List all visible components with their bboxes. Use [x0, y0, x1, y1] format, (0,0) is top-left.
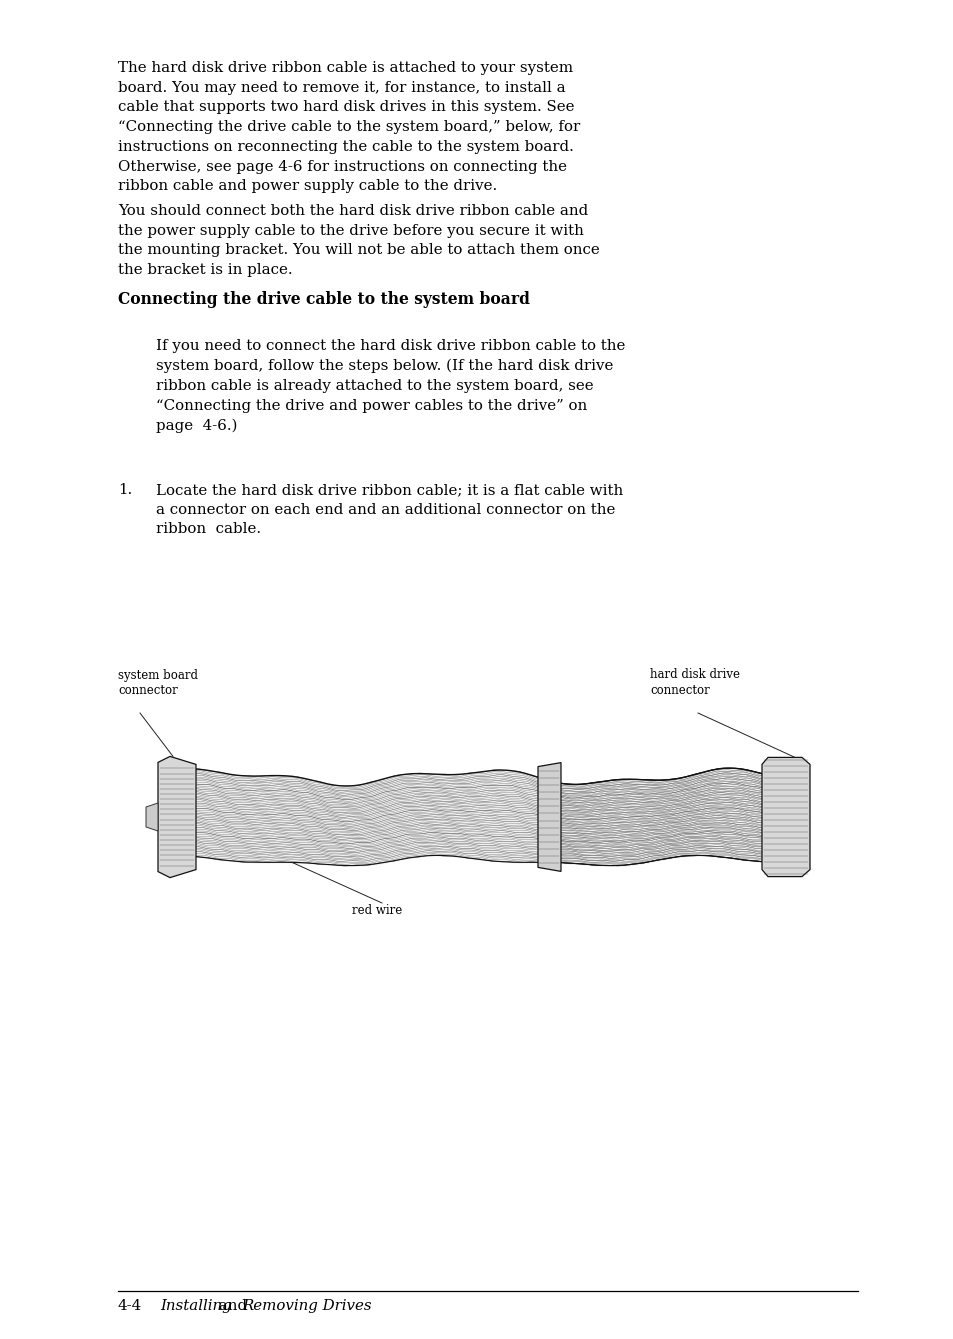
- Text: Locate the hard disk drive ribbon cable; it is a flat cable with
a connector on : Locate the hard disk drive ribbon cable;…: [156, 483, 622, 537]
- Text: Connecting the drive cable to the system board: Connecting the drive cable to the system…: [118, 291, 530, 308]
- Polygon shape: [761, 758, 809, 877]
- Text: If you need to connect the hard disk drive ribbon cable to the
system board, fol: If you need to connect the hard disk dri…: [156, 339, 625, 432]
- Text: red wire: red wire: [352, 904, 402, 917]
- Text: 4-4: 4-4: [118, 1299, 142, 1314]
- Text: The hard disk drive ribbon cable is attached to your system
board. You may need : The hard disk drive ribbon cable is atta…: [118, 62, 579, 193]
- Polygon shape: [537, 763, 560, 872]
- Text: system board
connector: system board connector: [118, 668, 198, 698]
- Text: and: and: [213, 1299, 252, 1314]
- Text: Removing Drives: Removing Drives: [242, 1299, 372, 1314]
- Text: Installing: Installing: [160, 1299, 232, 1314]
- Polygon shape: [158, 757, 195, 877]
- Text: hard disk drive
connector: hard disk drive connector: [649, 668, 740, 698]
- Text: You should connect both the hard disk drive ribbon cable and
the power supply ca: You should connect both the hard disk dr…: [118, 204, 599, 277]
- Text: 1.: 1.: [118, 483, 132, 497]
- Polygon shape: [146, 803, 158, 832]
